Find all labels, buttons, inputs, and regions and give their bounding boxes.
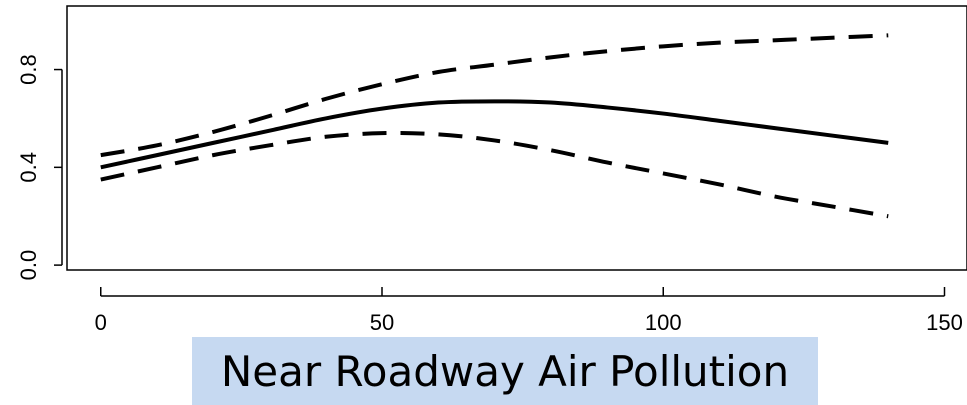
y-tick-label: 0.8: [16, 54, 41, 85]
y-tick-label: 0.0: [16, 250, 41, 281]
x-tick-label: 0: [95, 310, 107, 335]
estimate-line: [100, 99, 889, 170]
y-tick-label: 0.4: [16, 152, 41, 183]
x-tick-label: 50: [370, 310, 394, 335]
x-tick-label: 150: [926, 310, 963, 335]
lower-band-line: [100, 130, 889, 219]
x-axis-title: Near Roadway Air Pollution: [192, 337, 818, 405]
upper-band-line: [100, 33, 889, 158]
plot-frame: [66, 5, 967, 271]
x-tick-label: 100: [645, 310, 682, 335]
